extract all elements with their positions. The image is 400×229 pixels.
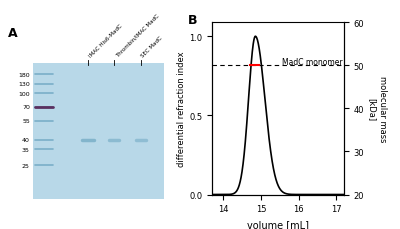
FancyBboxPatch shape	[33, 64, 164, 199]
Text: B: B	[188, 14, 198, 27]
Text: SEC MadC: SEC MadC	[141, 35, 164, 59]
Y-axis label: molecular mass
[kDa]: molecular mass [kDa]	[367, 76, 386, 142]
Text: 180: 180	[18, 73, 30, 78]
Text: 55: 55	[22, 118, 30, 123]
Text: 70: 70	[22, 105, 30, 110]
Text: IMAC His6-MadC: IMAC His6-MadC	[88, 24, 124, 59]
Text: 40: 40	[22, 137, 30, 142]
Text: 25: 25	[22, 163, 30, 168]
Text: 35: 35	[22, 147, 30, 152]
X-axis label: volume [mL]: volume [mL]	[247, 219, 309, 229]
Text: MadC monomer: MadC monomer	[282, 58, 342, 67]
Text: A: A	[8, 27, 18, 40]
Text: Thrombin/IMAC MadC: Thrombin/IMAC MadC	[114, 14, 160, 59]
Text: 130: 130	[18, 82, 30, 87]
Text: 100: 100	[18, 91, 30, 96]
Y-axis label: differential refraction index: differential refraction index	[177, 51, 186, 166]
